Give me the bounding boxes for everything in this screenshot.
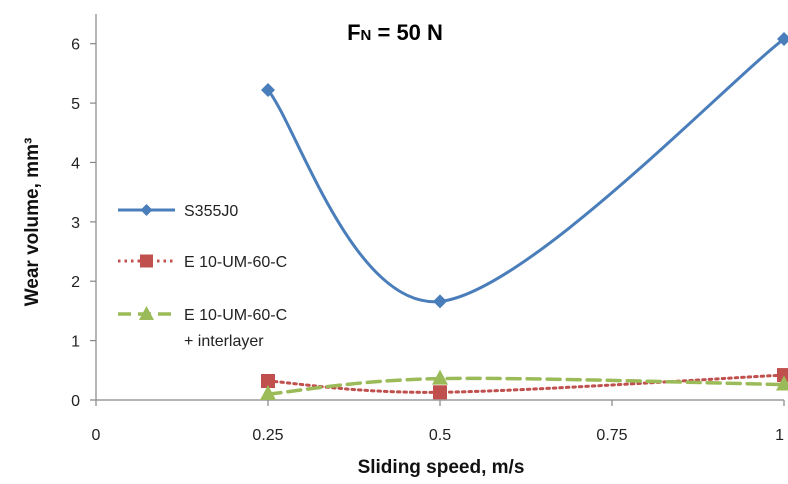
- y-tick-label: 3: [71, 215, 80, 232]
- x-tick-label: 0: [92, 427, 101, 444]
- data-point-diamond: [777, 31, 788, 46]
- x-tick-label: 0.75: [596, 427, 627, 444]
- y-axis-title: Wear volume, mm³: [22, 138, 43, 307]
- series-lines: [266, 37, 786, 396]
- series-line-3: [266, 376, 786, 396]
- chart-title: FN = 50 N: [347, 20, 443, 45]
- x-tick-label: 1: [775, 427, 784, 444]
- data-point-triangle: [776, 375, 788, 391]
- x-tick-label: 0.5: [429, 427, 451, 444]
- legend-label-interlayer-line2: + interlayer: [184, 333, 264, 350]
- series-markers: [260, 31, 788, 401]
- data-point-diamond: [261, 83, 275, 98]
- y-tick-label: 5: [71, 96, 80, 113]
- y-tick-label: 6: [71, 37, 80, 54]
- data-point-square: [433, 385, 447, 400]
- legend-marker-diamond: [140, 204, 153, 216]
- tick-marks: 0 1 2 3 4 5 6 0 0.25 0.5 0.75 1: [71, 37, 785, 444]
- legend-item-s355j0: S355J0: [118, 203, 238, 220]
- legend: S355J0 E 10-UM-60-C E 10-UM-60-C + inter…: [118, 203, 287, 350]
- data-point-triangle: [432, 369, 448, 385]
- legend-label-e10um60c-interlayer: E 10-UM-60-C: [184, 307, 287, 324]
- y-tick-label: 4: [71, 155, 80, 172]
- y-tick-label: 0: [71, 393, 80, 410]
- legend-label-e10um60c: E 10-UM-60-C: [184, 254, 287, 271]
- data-point-diamond: [433, 294, 447, 309]
- legend-marker-triangle: [139, 306, 154, 320]
- series-line-1: [266, 37, 786, 303]
- data-point-square: [777, 368, 788, 383]
- x-tick-label: 0.25: [252, 427, 283, 444]
- series-line-2: [266, 373, 786, 394]
- data-point-triangle: [260, 385, 276, 401]
- y-tick-label: 2: [71, 274, 80, 291]
- legend-item-e10um60c: E 10-UM-60-C: [118, 254, 287, 271]
- legend-marker-square: [140, 254, 153, 268]
- legend-label-s355j0: S355J0: [184, 203, 238, 220]
- legend-item-e10um60c-interlayer: E 10-UM-60-C + interlayer: [118, 306, 287, 350]
- data-point-square: [261, 373, 275, 388]
- y-tick-label: 1: [71, 334, 80, 351]
- x-axis-title: Sliding speed, m/s: [358, 457, 525, 478]
